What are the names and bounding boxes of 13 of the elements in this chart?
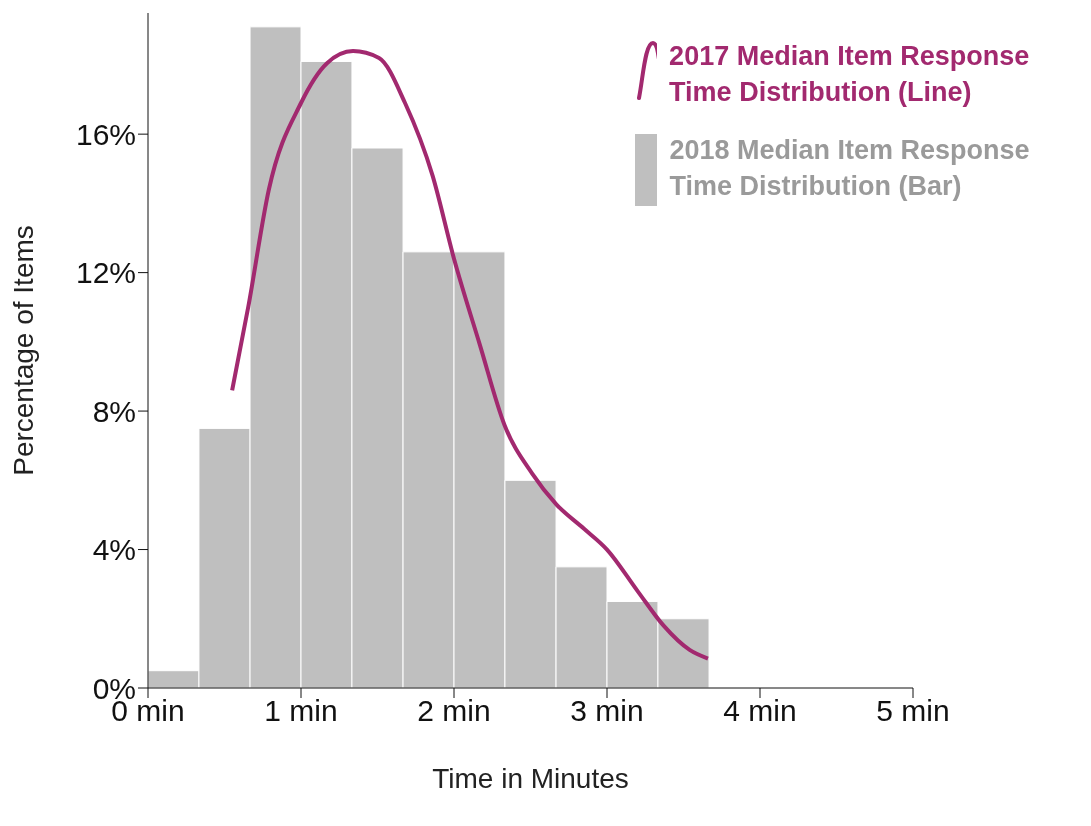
- x-tick-label: 3 min: [570, 694, 644, 728]
- y-tick-label: 16%: [75, 117, 136, 151]
- x-tick-label: 4 min: [723, 694, 797, 728]
- y-tick-label: 4%: [92, 533, 136, 567]
- x-axis-title: Time in Minutes: [432, 763, 629, 794]
- legend-label: 2017 Median Item Response Time Distribution (Line): [669, 40, 1031, 109]
- y-tick-label: 8%: [92, 394, 136, 428]
- text: 2018 Median Item Response Time Distribution (Bar): [669, 134, 1031, 203]
- x-tick-label: 5 min: [876, 694, 950, 728]
- x-tick-label: 2 min: [417, 694, 491, 728]
- x-tick-label: 1 min: [264, 694, 338, 728]
- y-axis-title: Percentage of Items: [7, 225, 39, 476]
- y-tick-label: 12%: [75, 256, 136, 290]
